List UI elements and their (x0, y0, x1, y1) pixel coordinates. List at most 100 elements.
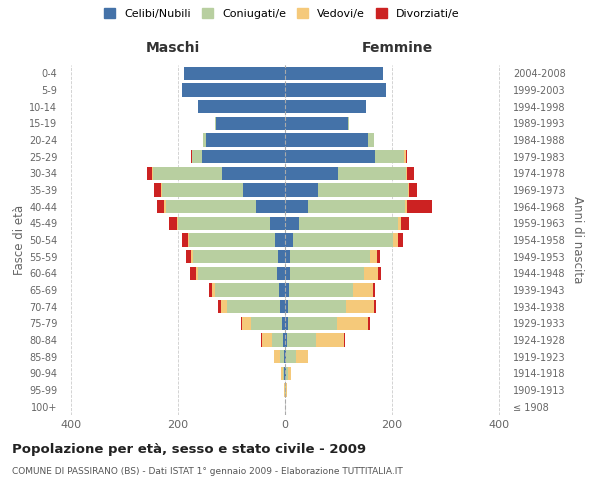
Y-axis label: Fasce di età: Fasce di età (13, 205, 26, 275)
Bar (285, 66, 383, 80)
Bar (277, 250, 285, 264)
Bar (283, 334, 285, 346)
Bar (290, 250, 370, 264)
Bar (190, 266, 196, 280)
Bar (285, 116, 348, 130)
Bar (243, 184, 285, 196)
Bar (280, 300, 285, 314)
Bar (308, 200, 405, 213)
Bar (153, 166, 222, 180)
Bar (206, 134, 285, 146)
Bar (287, 316, 337, 330)
Bar (202, 150, 285, 164)
Bar (404, 150, 406, 164)
Bar (344, 334, 345, 346)
Bar (368, 316, 370, 330)
Bar (348, 116, 349, 130)
Bar (364, 266, 378, 280)
Bar (197, 266, 277, 280)
Legend: Celibi/Nubili, Coniugati/e, Vedovi/e, Divorziati/e: Celibi/Nubili, Coniugati/e, Vedovi/e, Di… (104, 8, 460, 19)
Bar (368, 134, 374, 146)
Bar (296, 350, 308, 364)
Bar (191, 250, 193, 264)
Y-axis label: Anni di nascita: Anni di nascita (571, 196, 584, 284)
Bar (196, 266, 197, 280)
Bar (217, 116, 285, 130)
Bar (293, 234, 393, 246)
Bar (184, 66, 285, 80)
Bar (407, 200, 433, 213)
Bar (278, 284, 285, 296)
Bar (401, 216, 409, 230)
Bar (191, 150, 192, 164)
Bar (398, 234, 403, 246)
Bar (215, 284, 278, 296)
Bar (186, 250, 191, 264)
Bar (289, 284, 353, 296)
Bar (285, 284, 289, 296)
Bar (337, 166, 406, 180)
Bar (353, 284, 373, 296)
Bar (337, 316, 368, 330)
Bar (375, 150, 404, 164)
Bar (373, 284, 375, 296)
Bar (203, 134, 206, 146)
Bar (161, 184, 162, 196)
Bar (408, 184, 409, 196)
Bar (147, 166, 152, 180)
Bar (286, 350, 296, 364)
Bar (182, 84, 285, 96)
Bar (227, 300, 280, 314)
Bar (346, 300, 374, 314)
Bar (182, 234, 187, 246)
Bar (285, 266, 290, 280)
Bar (286, 384, 287, 396)
Bar (280, 350, 284, 364)
Bar (378, 266, 382, 280)
Bar (283, 316, 285, 330)
Bar (290, 266, 364, 280)
Text: Femmine: Femmine (362, 40, 433, 54)
Bar (285, 184, 318, 196)
Bar (288, 300, 346, 314)
Bar (218, 300, 221, 314)
Bar (406, 166, 407, 180)
Bar (270, 216, 285, 230)
Text: COMUNE DI PASSIRANO (BS) - Dati ISTAT 1° gennaio 2009 - Elaborazione TUTTITALIA.: COMUNE DI PASSIRANO (BS) - Dati ISTAT 1°… (12, 468, 403, 476)
Bar (285, 166, 337, 180)
Bar (241, 316, 242, 330)
Bar (316, 334, 344, 346)
Bar (166, 200, 256, 213)
Text: Maschi: Maschi (145, 40, 200, 54)
Bar (286, 366, 287, 380)
Bar (285, 100, 367, 114)
Bar (285, 316, 287, 330)
Text: Popolazione per età, sesso e stato civile - 2009: Popolazione per età, sesso e stato civil… (12, 442, 366, 456)
Bar (164, 200, 166, 213)
Bar (406, 150, 407, 164)
Bar (407, 166, 413, 180)
Bar (169, 216, 177, 230)
Bar (256, 200, 285, 213)
Bar (377, 250, 380, 264)
Bar (409, 184, 417, 196)
Bar (242, 316, 251, 330)
Bar (222, 166, 285, 180)
Bar (285, 250, 290, 264)
Bar (285, 216, 299, 230)
Bar (285, 334, 287, 346)
Bar (398, 216, 401, 230)
Bar (283, 366, 284, 380)
Bar (285, 84, 386, 96)
Bar (405, 200, 407, 213)
Bar (299, 216, 398, 230)
Bar (285, 150, 375, 164)
Bar (198, 100, 285, 114)
Bar (157, 200, 164, 213)
Bar (193, 250, 277, 264)
Bar (154, 184, 161, 196)
Bar (318, 184, 408, 196)
Bar (285, 300, 288, 314)
Bar (277, 266, 285, 280)
Bar (187, 234, 188, 246)
